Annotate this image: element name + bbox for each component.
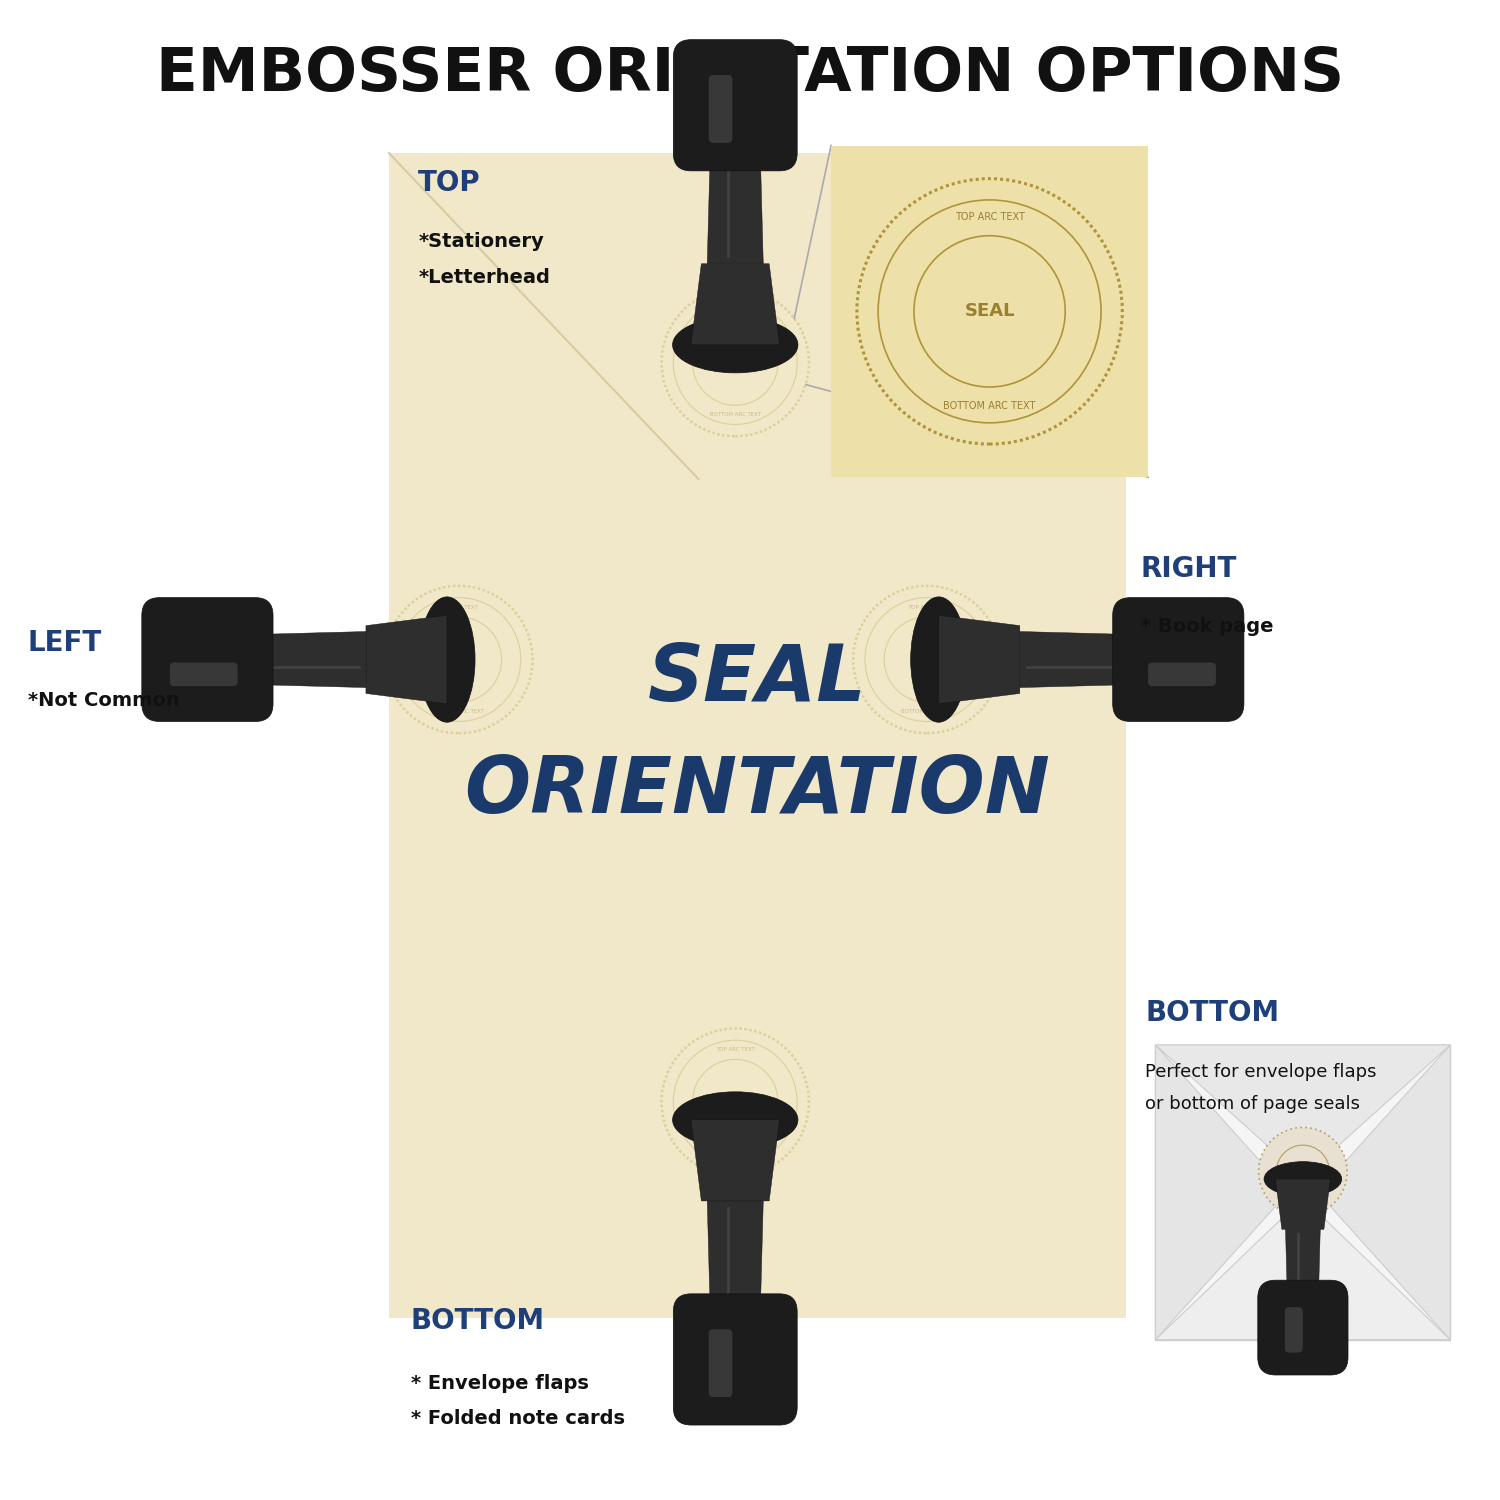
Text: TOP ARC TEXT: TOP ARC TEXT <box>908 604 946 609</box>
Polygon shape <box>692 1120 780 1202</box>
FancyBboxPatch shape <box>674 1294 796 1425</box>
Polygon shape <box>706 153 764 264</box>
Text: SEAL: SEAL <box>723 358 748 368</box>
Polygon shape <box>939 615 1020 704</box>
Text: *Letterhead: *Letterhead <box>419 268 550 286</box>
Bar <box>388 153 1126 1317</box>
FancyBboxPatch shape <box>708 1329 732 1396</box>
Text: RIGHT: RIGHT <box>1140 555 1238 584</box>
Text: SEAL: SEAL <box>964 303 1016 321</box>
Ellipse shape <box>672 316 798 374</box>
Bar <box>831 146 1148 477</box>
Circle shape <box>386 586 532 734</box>
FancyBboxPatch shape <box>1113 597 1244 722</box>
Polygon shape <box>1317 1046 1450 1340</box>
Ellipse shape <box>672 1092 798 1148</box>
FancyBboxPatch shape <box>1258 1280 1348 1376</box>
Circle shape <box>662 290 808 436</box>
Text: EMBOSSER ORIENTATION OPTIONS: EMBOSSER ORIENTATION OPTIONS <box>156 45 1344 104</box>
Text: TOP: TOP <box>419 170 482 196</box>
Ellipse shape <box>910 597 966 722</box>
Ellipse shape <box>1264 1161 1341 1197</box>
Text: *Not Common: *Not Common <box>27 692 180 709</box>
Text: SEAL: SEAL <box>1292 1167 1314 1176</box>
Polygon shape <box>1020 632 1131 687</box>
Polygon shape <box>706 1202 764 1311</box>
Polygon shape <box>692 264 780 345</box>
Polygon shape <box>1155 1046 1288 1340</box>
Circle shape <box>853 586 1000 734</box>
Text: * Envelope flaps: * Envelope flaps <box>411 1374 590 1392</box>
Polygon shape <box>1155 1198 1450 1340</box>
Circle shape <box>662 1029 808 1176</box>
Text: TOP ARC TEXT: TOP ARC TEXT <box>440 604 479 609</box>
Text: BOTTOM ARC TEXT: BOTTOM ARC TEXT <box>944 400 1036 411</box>
Text: BOTTOM ARC TEXT: BOTTOM ARC TEXT <box>433 710 484 714</box>
FancyBboxPatch shape <box>1148 663 1216 686</box>
Text: LEFT: LEFT <box>27 628 102 657</box>
Text: SEAL: SEAL <box>723 1098 748 1107</box>
Bar <box>1155 1046 1450 1340</box>
Polygon shape <box>1275 1179 1330 1230</box>
Polygon shape <box>255 632 366 687</box>
Text: * Book page: * Book page <box>1140 618 1274 636</box>
FancyBboxPatch shape <box>1286 1306 1302 1353</box>
Text: * Folded note cards: * Folded note cards <box>411 1408 626 1428</box>
Text: BOTTOM ARC TEXT: BOTTOM ARC TEXT <box>902 710 952 714</box>
Text: *Stationery: *Stationery <box>419 232 544 252</box>
Text: or bottom of page seals: or bottom of page seals <box>1144 1095 1360 1113</box>
Text: TOP ARC TEXT: TOP ARC TEXT <box>716 1047 754 1053</box>
FancyBboxPatch shape <box>170 663 237 686</box>
Polygon shape <box>1286 1230 1320 1298</box>
Text: BOTTOM: BOTTOM <box>1144 999 1280 1028</box>
Circle shape <box>856 178 1122 444</box>
FancyBboxPatch shape <box>708 75 732 142</box>
Text: TOP ARC TEXT: TOP ARC TEXT <box>954 211 1024 222</box>
Polygon shape <box>1155 1046 1450 1178</box>
Text: BOTTOM: BOTTOM <box>411 1308 544 1335</box>
Text: ORIENTATION: ORIENTATION <box>465 753 1050 830</box>
Text: SEAL: SEAL <box>446 656 471 664</box>
Ellipse shape <box>419 597 476 722</box>
Text: SEAL: SEAL <box>914 656 939 664</box>
Text: BOTTOM ARC TEXT: BOTTOM ARC TEXT <box>710 413 760 417</box>
Polygon shape <box>366 615 447 704</box>
Text: BOTTOM ARC TEXT: BOTTOM ARC TEXT <box>710 1152 760 1156</box>
Text: Perfect for envelope flaps: Perfect for envelope flaps <box>1144 1062 1377 1080</box>
Text: TOP ARC TEXT: TOP ARC TEXT <box>716 308 754 312</box>
FancyBboxPatch shape <box>674 39 796 171</box>
Circle shape <box>1258 1128 1347 1216</box>
FancyBboxPatch shape <box>142 597 273 722</box>
Text: SEAL: SEAL <box>648 640 867 717</box>
